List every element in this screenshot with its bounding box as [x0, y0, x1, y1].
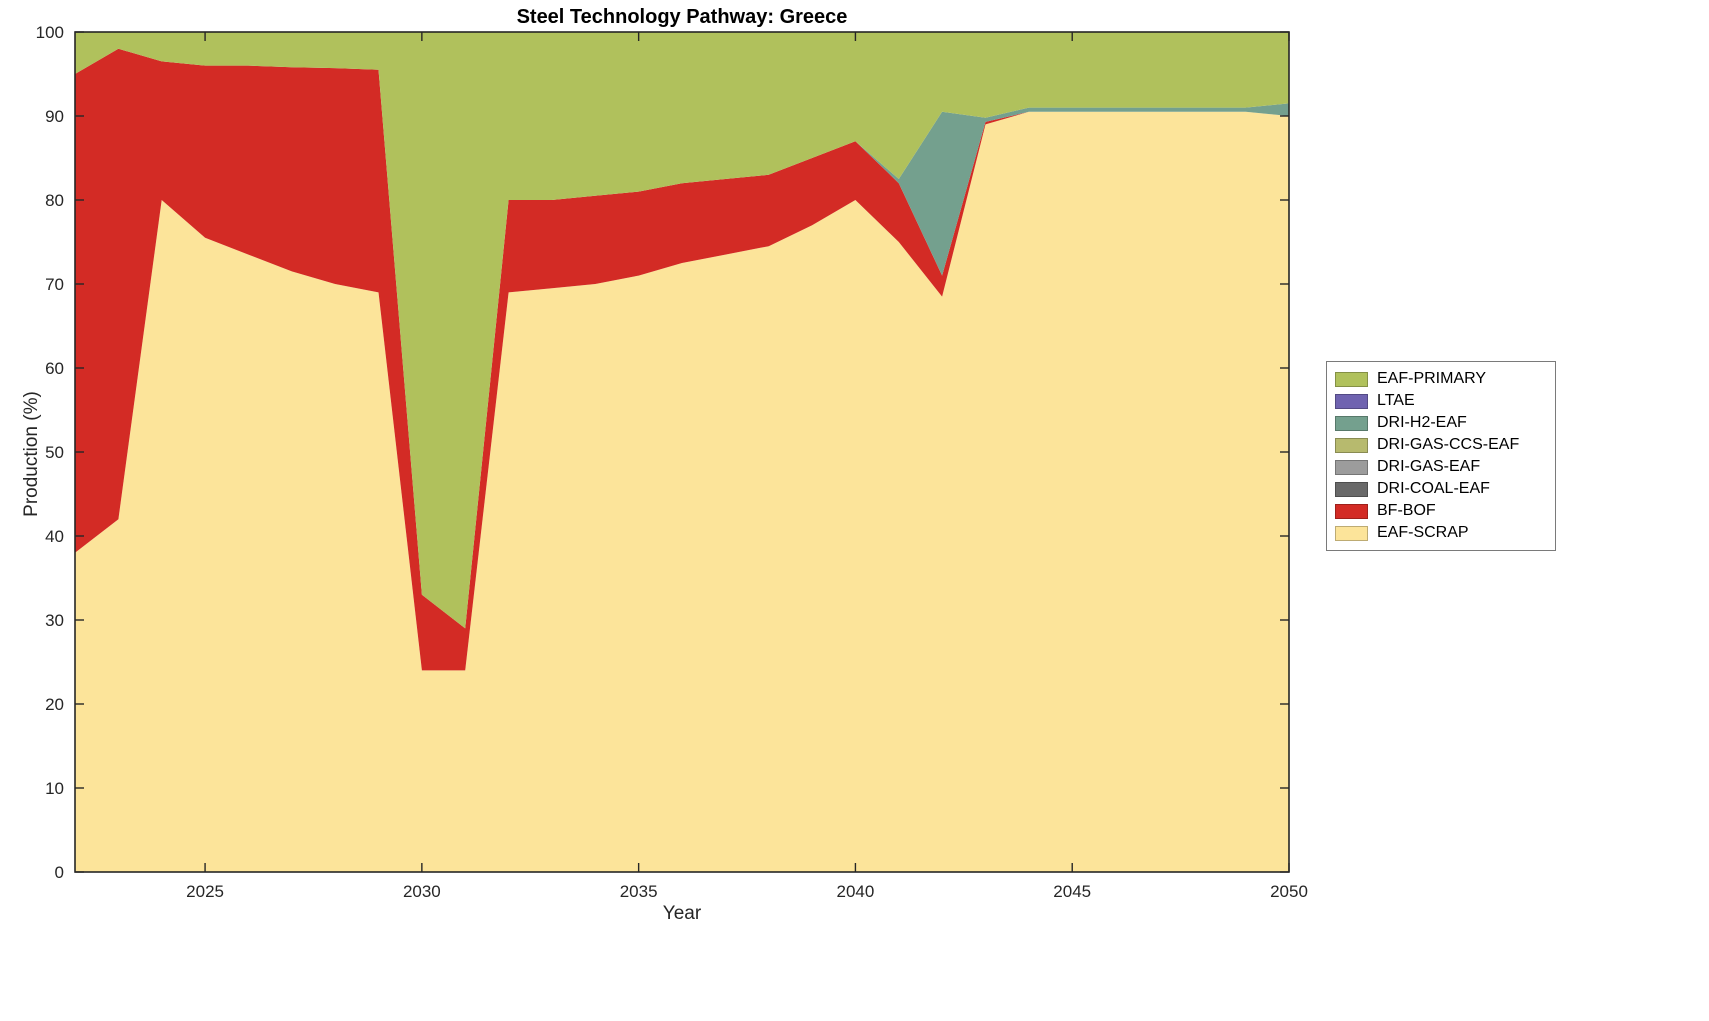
x-axis-label: Year	[662, 903, 702, 924]
legend-item-bf-bof: BF-BOF	[1335, 500, 1547, 522]
legend-item-dri-coal-eaf: DRI-COAL-EAF	[1335, 478, 1547, 500]
legend-swatch-bf-bof	[1335, 503, 1368, 519]
legend: EAF-PRIMARY LTAE DRI-H2-EAF DRI-GAS-CCS-EAF…	[1326, 361, 1556, 551]
legend-item-ltae: LTAE	[1335, 390, 1547, 412]
legend-item-eaf-scrap: EAF-SCRAP	[1335, 522, 1547, 544]
y-tick-label: 100	[36, 23, 64, 42]
area-bf-bof	[75, 48, 1289, 671]
y-tick-label: 40	[45, 527, 64, 546]
x-tick-label: 2045	[1053, 882, 1091, 901]
x-tick-label: 2030	[403, 882, 441, 901]
legend-item-eaf-primary: EAF-PRIMARY	[1335, 368, 1547, 390]
legend-swatch-ltae	[1335, 393, 1368, 409]
legend-label: DRI-GAS-CCS-EAF	[1377, 436, 1520, 453]
legend-swatch-eaf-primary	[1335, 371, 1368, 387]
x-tick-label: 2040	[837, 882, 875, 901]
legend-item-dri-h2-eaf: DRI-H2-EAF	[1335, 412, 1547, 434]
y-tick-label: 60	[45, 359, 64, 378]
y-tick-label: 30	[45, 611, 64, 630]
legend-label: EAF-PRIMARY	[1377, 370, 1487, 387]
legend-swatch-dri-gas-ccs-eaf	[1335, 437, 1368, 453]
x-tick-label: 2050	[1270, 882, 1308, 901]
x-tick-label: 2025	[186, 882, 224, 901]
area-eaf-scrap	[75, 111, 1289, 873]
legend-item-dri-gas-eaf: DRI-GAS-EAF	[1335, 456, 1547, 478]
legend-label: LTAE	[1377, 392, 1415, 409]
y-axis-label: Production (%)	[21, 391, 42, 517]
legend-label: DRI-COAL-EAF	[1377, 480, 1490, 497]
legend-swatch-dri-h2-eaf	[1335, 415, 1368, 431]
area-eaf-primary	[75, 32, 1289, 629]
y-tick-label: 0	[55, 863, 64, 882]
y-tick-label: 70	[45, 275, 64, 294]
legend-label: BF-BOF	[1377, 502, 1436, 519]
y-tick-label: 80	[45, 191, 64, 210]
x-tick-label: 2035	[620, 882, 658, 901]
legend-swatch-eaf-scrap	[1335, 525, 1368, 541]
legend-item-dri-gas-ccs-eaf: DRI-GAS-CCS-EAF	[1335, 434, 1547, 456]
legend-label: DRI-GAS-EAF	[1377, 458, 1481, 475]
y-tick-label: 90	[45, 107, 64, 126]
y-tick-label: 50	[45, 443, 64, 462]
legend-swatch-dri-gas-eaf	[1335, 459, 1368, 475]
legend-label: DRI-H2-EAF	[1377, 414, 1467, 431]
y-tick-label: 20	[45, 695, 64, 714]
chart-title: Steel Technology Pathway: Greece	[516, 6, 848, 28]
y-tick-label: 10	[45, 779, 64, 798]
legend-label: EAF-SCRAP	[1377, 524, 1469, 541]
legend-swatch-dri-coal-eaf	[1335, 481, 1368, 497]
